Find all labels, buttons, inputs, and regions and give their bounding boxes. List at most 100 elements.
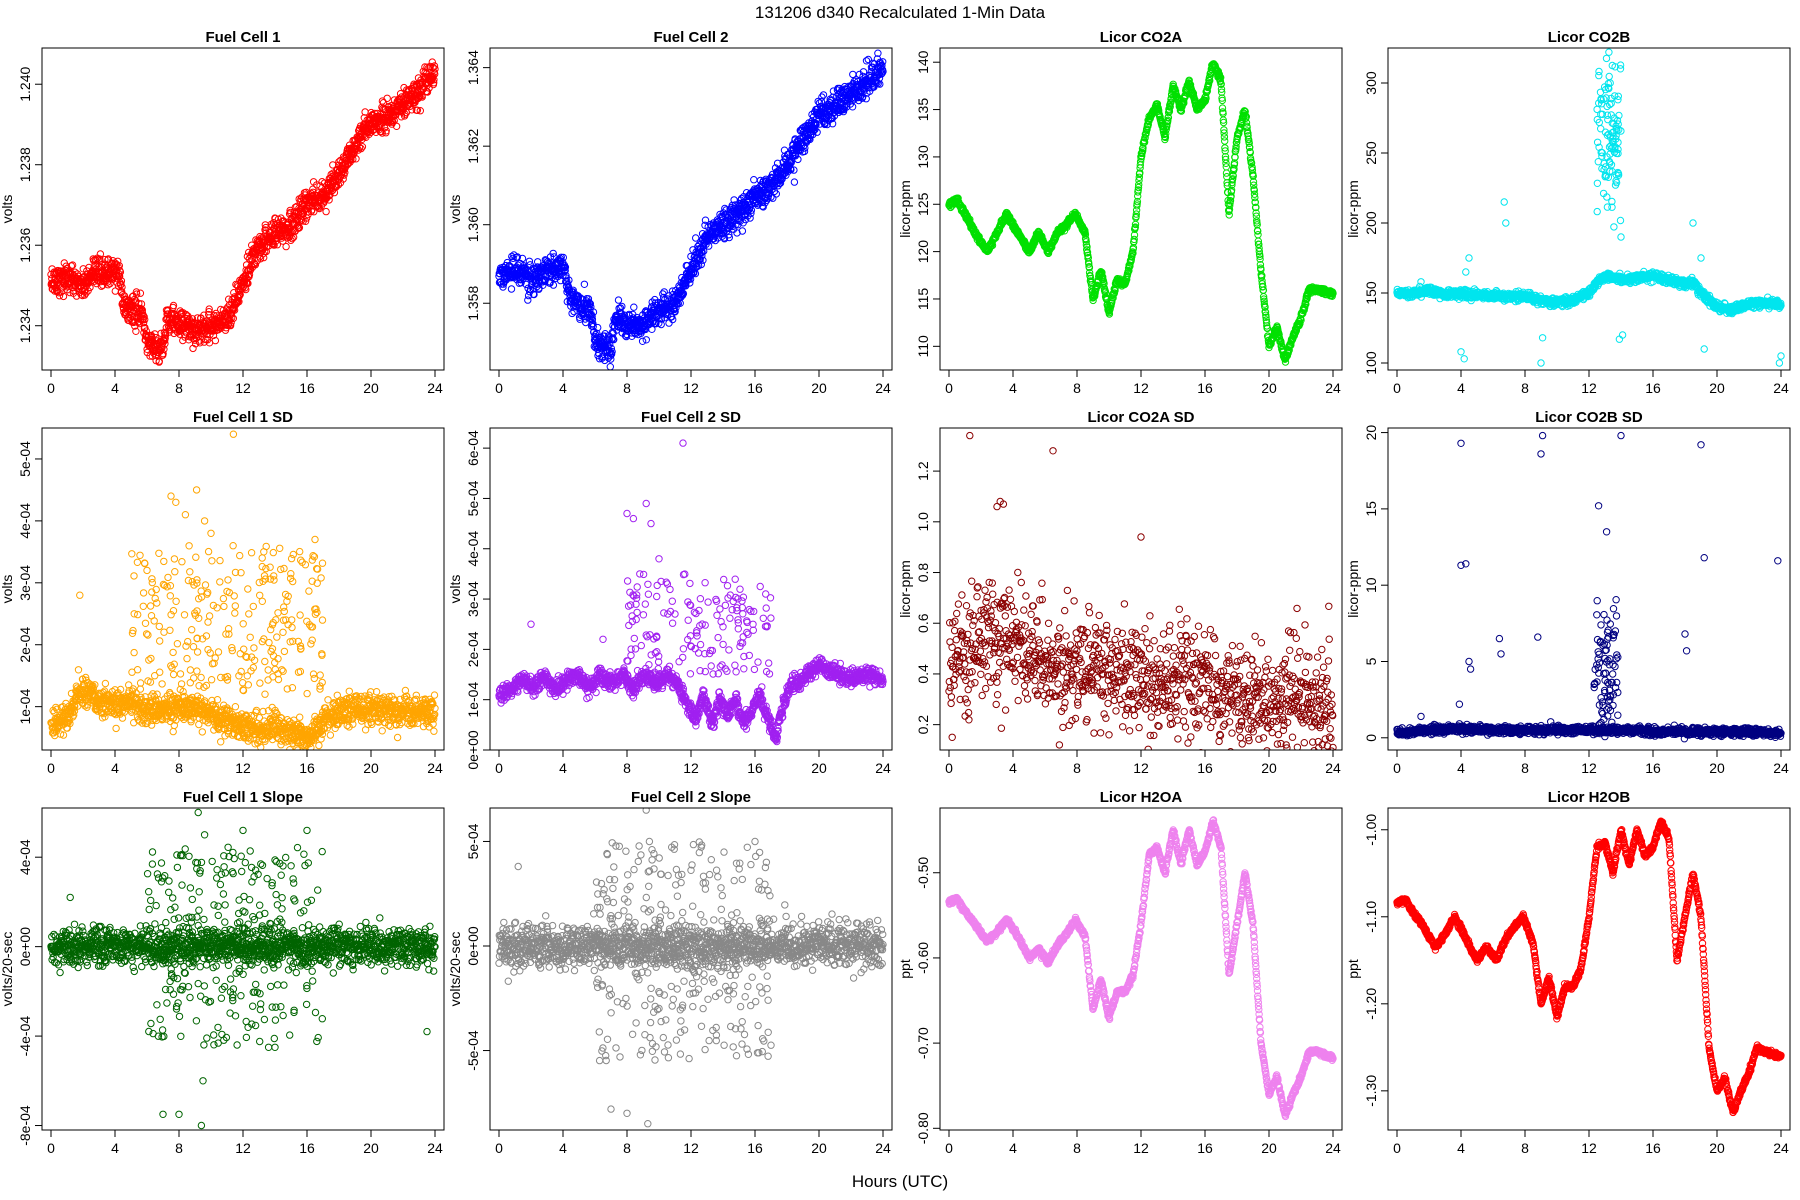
data-point bbox=[1249, 172, 1257, 180]
data-point bbox=[584, 295, 593, 303]
data-point bbox=[1221, 144, 1229, 152]
data-point bbox=[750, 176, 758, 184]
y-tick-label: 1.234 bbox=[17, 308, 33, 343]
data-point bbox=[1251, 193, 1259, 202]
data-point bbox=[787, 165, 795, 174]
data-point bbox=[392, 122, 401, 131]
data-point bbox=[817, 97, 826, 106]
data-point bbox=[561, 263, 570, 271]
data-point bbox=[692, 234, 700, 242]
data-point bbox=[867, 67, 875, 76]
data-point bbox=[1328, 292, 1336, 300]
data-point bbox=[130, 318, 138, 327]
x-tick-label: 20 bbox=[363, 380, 379, 396]
data-point bbox=[507, 285, 516, 293]
data-point bbox=[864, 55, 872, 64]
data-point bbox=[1140, 138, 1149, 146]
data-point bbox=[131, 322, 139, 330]
data-point bbox=[59, 292, 68, 301]
data-point bbox=[431, 65, 439, 73]
data-point bbox=[698, 252, 706, 260]
data-point bbox=[423, 88, 432, 96]
data-point bbox=[818, 93, 826, 101]
data-point bbox=[313, 181, 321, 189]
data-point bbox=[725, 231, 733, 239]
data-point bbox=[1255, 240, 1263, 249]
data-point bbox=[1226, 197, 1235, 205]
data-point bbox=[746, 214, 754, 222]
data-point bbox=[390, 112, 398, 120]
data-point bbox=[273, 241, 281, 249]
x-axis: 0 4 8 12 16 20 24 bbox=[47, 370, 443, 396]
data-point bbox=[772, 190, 780, 198]
data-point bbox=[416, 107, 424, 115]
data-point bbox=[431, 70, 439, 78]
data-point bbox=[517, 279, 525, 287]
data-point bbox=[608, 347, 616, 356]
data-point bbox=[297, 195, 305, 203]
data-point bbox=[1153, 100, 1162, 108]
y-tick-label: 1.364 bbox=[465, 50, 481, 85]
data-point bbox=[430, 79, 438, 87]
x-tick-label: 0 bbox=[495, 380, 503, 396]
data-point bbox=[322, 207, 330, 216]
data-point bbox=[357, 144, 365, 153]
data-point bbox=[508, 252, 516, 261]
data-point bbox=[227, 319, 235, 327]
data-point bbox=[879, 58, 887, 66]
x-tick-label: 12 bbox=[1133, 380, 1149, 396]
data-point bbox=[1217, 85, 1226, 93]
data-point bbox=[594, 323, 602, 332]
data-point bbox=[1129, 249, 1137, 257]
data-point bbox=[747, 206, 756, 214]
data-point bbox=[559, 253, 567, 262]
data-point bbox=[568, 309, 576, 318]
data-point bbox=[1105, 310, 1114, 318]
data-point bbox=[759, 203, 767, 211]
data-point bbox=[549, 281, 558, 289]
figure-title: 131206 d340 Recalculated 1-Min Data bbox=[755, 3, 1046, 22]
data-point bbox=[1131, 223, 1140, 231]
data-point bbox=[141, 323, 149, 332]
panel-title: Licor CO2B bbox=[1548, 29, 1631, 46]
x-tick-label: 4 bbox=[559, 380, 567, 396]
data-point bbox=[696, 255, 704, 264]
data-point bbox=[1217, 80, 1225, 89]
data-points bbox=[945, 60, 1337, 366]
data-point bbox=[1255, 247, 1264, 256]
data-point bbox=[625, 311, 633, 320]
data-point bbox=[397, 113, 406, 121]
data-point bbox=[1254, 231, 1262, 239]
data-point bbox=[660, 288, 668, 296]
data-point bbox=[52, 268, 60, 276]
data-point bbox=[132, 327, 140, 335]
y-tick-label: 125 bbox=[915, 192, 931, 216]
data-point bbox=[686, 275, 695, 283]
x-axis: 0 4 8 12 16 20 24 bbox=[945, 370, 1341, 396]
data-point bbox=[1048, 243, 1056, 251]
data-point bbox=[301, 217, 310, 226]
y-tick-label: 1.236 bbox=[17, 228, 33, 263]
x-tick-label: 20 bbox=[1261, 380, 1277, 396]
data-point bbox=[879, 67, 887, 76]
data-point bbox=[413, 106, 422, 115]
data-point bbox=[429, 63, 437, 72]
data-point bbox=[862, 95, 870, 103]
data-point bbox=[358, 143, 367, 151]
data-point bbox=[605, 336, 613, 344]
x-tick-label: 24 bbox=[1325, 380, 1341, 396]
data-point bbox=[1222, 155, 1230, 164]
data-point bbox=[205, 310, 213, 319]
data-point bbox=[700, 247, 708, 255]
data-point bbox=[288, 234, 296, 243]
y-tick-label: 120 bbox=[915, 240, 931, 264]
data-point bbox=[607, 344, 615, 353]
data-point bbox=[1125, 266, 1133, 275]
data-point bbox=[705, 242, 713, 250]
data-point bbox=[805, 134, 813, 143]
data-point bbox=[1126, 262, 1134, 270]
